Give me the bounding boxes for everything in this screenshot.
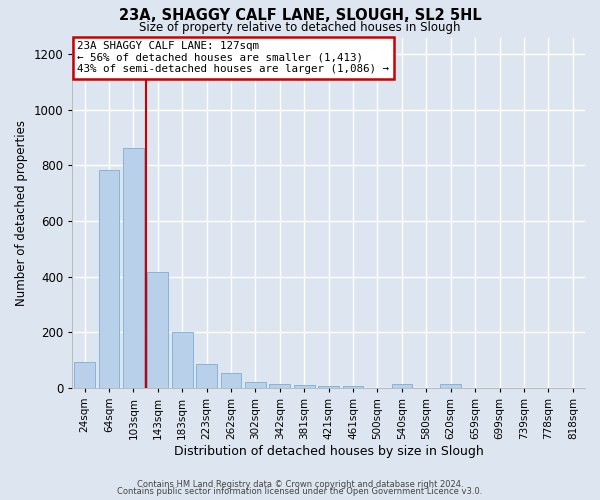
Bar: [148, 272, 168, 388]
Bar: [98, 170, 119, 388]
Bar: [318, 386, 339, 388]
Bar: [221, 374, 241, 388]
Bar: [294, 385, 314, 388]
Bar: [172, 332, 193, 388]
Bar: [440, 384, 461, 388]
Text: 23A SHAGGY CALF LANE: 127sqm
← 56% of detached houses are smaller (1,413)
43% of: 23A SHAGGY CALF LANE: 127sqm ← 56% of de…: [77, 41, 389, 74]
Text: 23A, SHAGGY CALF LANE, SLOUGH, SL2 5HL: 23A, SHAGGY CALF LANE, SLOUGH, SL2 5HL: [119, 8, 481, 22]
Bar: [245, 382, 266, 388]
Y-axis label: Number of detached properties: Number of detached properties: [15, 120, 28, 306]
Text: Size of property relative to detached houses in Slough: Size of property relative to detached ho…: [139, 21, 461, 34]
Bar: [123, 148, 144, 388]
Text: Contains HM Land Registry data © Crown copyright and database right 2024.: Contains HM Land Registry data © Crown c…: [137, 480, 463, 489]
Bar: [196, 364, 217, 388]
Bar: [74, 362, 95, 388]
Text: Contains public sector information licensed under the Open Government Licence v3: Contains public sector information licen…: [118, 488, 482, 496]
Bar: [392, 384, 412, 388]
Bar: [343, 386, 364, 388]
Bar: [269, 384, 290, 388]
X-axis label: Distribution of detached houses by size in Slough: Distribution of detached houses by size …: [174, 444, 484, 458]
